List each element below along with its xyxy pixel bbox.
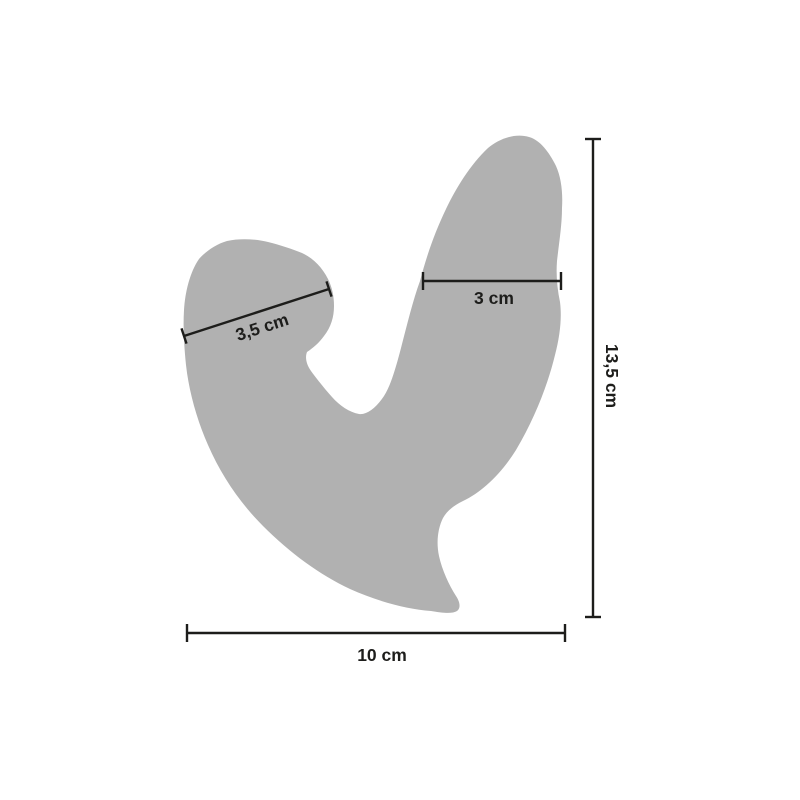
dimension-tick bbox=[325, 281, 333, 297]
dimension-total-width: 10 cm bbox=[185, 624, 567, 665]
product-silhouette bbox=[183, 135, 563, 613]
dimension-tick bbox=[180, 328, 188, 344]
dimension-label: 3 cm bbox=[474, 288, 514, 308]
dimension-total-height: 13,5 cm bbox=[585, 137, 622, 619]
dimension-label: 10 cm bbox=[357, 645, 407, 665]
dimension-label: 13,5 cm bbox=[602, 344, 622, 408]
dimension-line bbox=[183, 287, 330, 338]
dimension-shaft-width: 3 cm bbox=[421, 272, 563, 308]
